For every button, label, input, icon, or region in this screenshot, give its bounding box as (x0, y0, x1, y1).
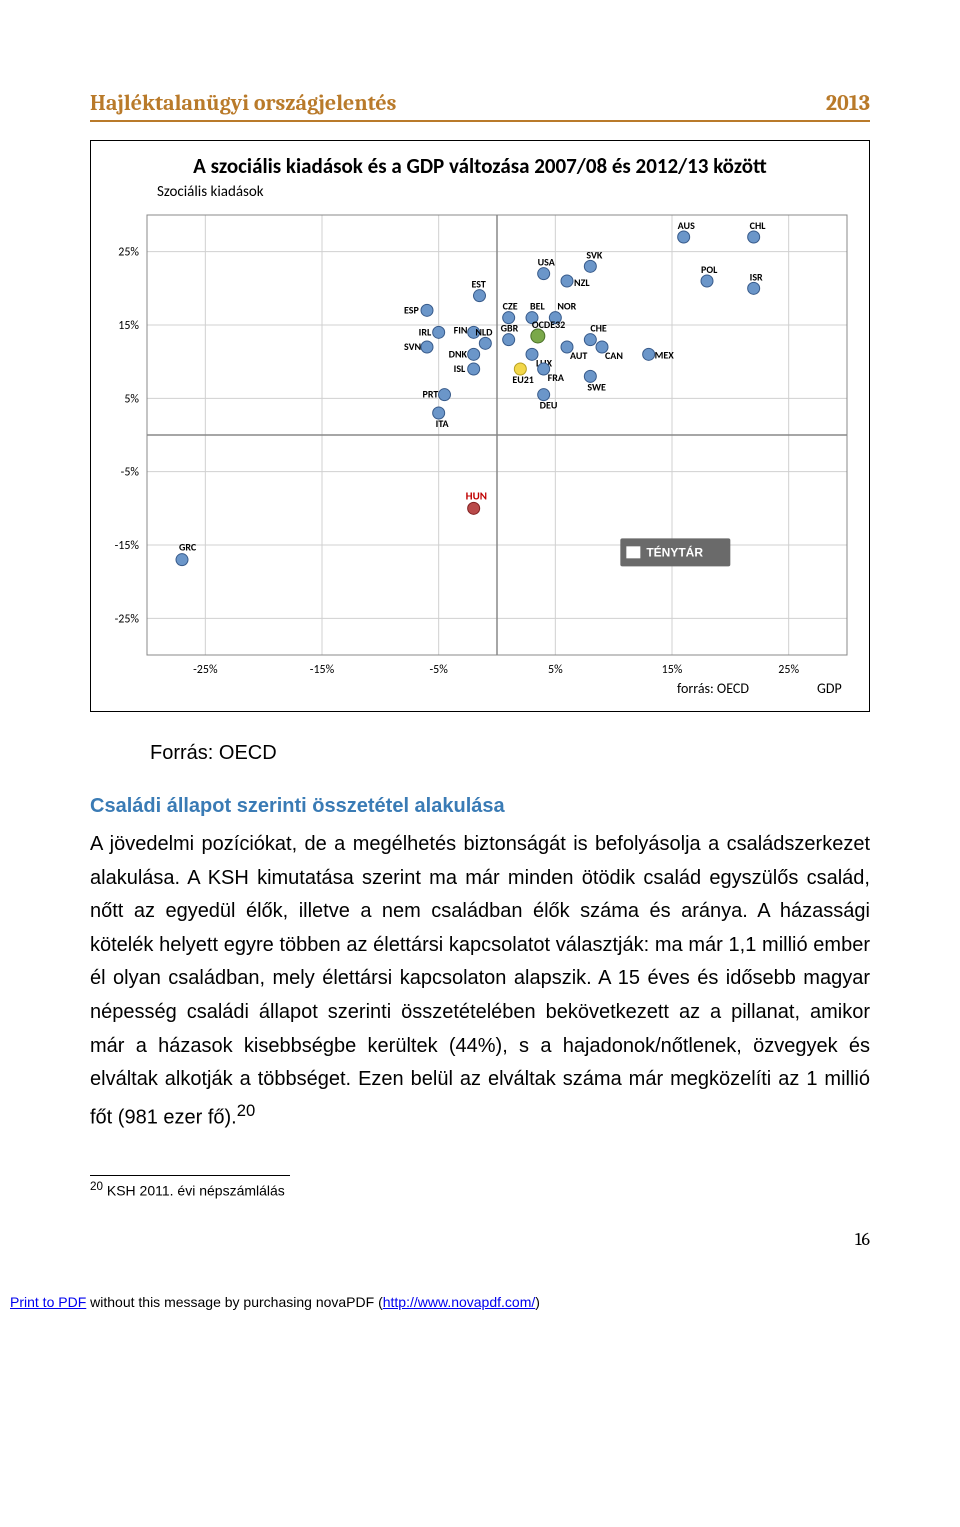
data-point-aus (678, 231, 690, 243)
svg-text:15%: 15% (662, 663, 683, 677)
point-label-irl: IRL (419, 325, 432, 338)
data-point-che (584, 334, 596, 346)
point-label-can: CAN (605, 349, 623, 362)
data-point-esp (421, 304, 433, 316)
footnote-number: 20 (90, 1180, 103, 1193)
data-point-irl (433, 326, 445, 338)
point-label-swe: SWE (587, 380, 606, 393)
header-year: 2013 (826, 90, 870, 116)
footnote-ref: 20 (237, 1101, 256, 1120)
svg-text:-5%: -5% (429, 663, 448, 677)
point-label-nld: NLD (475, 325, 493, 338)
svg-text:-25%: -25% (193, 663, 218, 677)
data-point-cze (503, 312, 515, 324)
data-point-grc (176, 554, 188, 566)
page-header: Hajléktalanügyi országjelentés 2013 (90, 90, 870, 122)
body-paragraph: A jövedelmi pozíciókat, de a megélhetés … (90, 828, 870, 1135)
data-point-usa (538, 268, 550, 280)
point-label-pol: POL (701, 263, 718, 276)
svg-text:forrás: OECD: forrás: OECD (677, 680, 749, 697)
header-title: Hajléktalanügyi országjelentés (90, 90, 396, 116)
section-heading: Családi állapot szerinti összetétel alak… (90, 795, 870, 818)
point-label-dnk: DNK (449, 347, 468, 360)
point-label-aus: AUS (678, 219, 695, 232)
data-point-isl (468, 363, 480, 375)
data-point-svk (584, 260, 596, 272)
chart-y-axis-label: Szociális kiadások (157, 183, 863, 201)
svg-text:-15%: -15% (115, 539, 140, 553)
point-label-usa: USA (538, 256, 556, 269)
svg-text:25%: 25% (778, 663, 799, 677)
svg-text:-5%: -5% (121, 466, 140, 480)
novapdf-link[interactable]: http://www.novapdf.com/ (383, 1294, 536, 1310)
point-label-esp: ESP (404, 303, 420, 316)
data-point-est (474, 290, 486, 302)
point-label-nor: NOR (557, 300, 576, 313)
point-label-hun: HUN (466, 489, 487, 502)
point-label-ocde32: OCDE32 (532, 318, 565, 331)
chart-container: A szociális kiadások és a GDP változása … (90, 140, 870, 712)
data-point-chl (748, 231, 760, 243)
point-label-eu21: EU21 (512, 373, 534, 386)
data-point-pol (701, 275, 713, 287)
page-number: 16 (90, 1229, 870, 1250)
data-point-nzl (561, 275, 573, 287)
data-point-ocde32 (531, 329, 545, 343)
svg-text:-25%: -25% (115, 612, 140, 626)
svg-text:5%: 5% (548, 663, 563, 677)
point-label-mex: MEX (655, 348, 675, 361)
data-point-nld (479, 337, 491, 349)
print-to-pdf-link[interactable]: Print to PDF (10, 1294, 86, 1310)
chart-caption: Forrás: OECD (150, 742, 870, 765)
paragraph-text: A jövedelmi pozíciókat, de a megélhetés … (90, 833, 870, 1128)
data-point-mex (643, 348, 655, 360)
point-label-deu: DEU (540, 399, 558, 412)
point-label-chl: CHL (750, 219, 767, 232)
point-label-fin: FIN (454, 323, 468, 336)
point-label-grc: GRC (179, 541, 197, 554)
point-label-ita: ITA (436, 417, 450, 430)
footer-middle: without this message by purchasing novaP… (86, 1294, 382, 1310)
data-point-svn (421, 341, 433, 353)
point-label-aut: AUT (570, 349, 587, 362)
data-point-hun (468, 502, 480, 514)
data-point-gbr (503, 334, 515, 346)
pdf-footer: Print to PDF without this message by pur… (0, 1290, 960, 1320)
data-point-dnk (468, 348, 480, 360)
scatter-chart: -25% -25% -15% -15% -5% -5% 5% 5% 15% 15% 25% 25% TÉ… (97, 205, 867, 705)
data-point-isr (748, 282, 760, 294)
point-label-svk: SVK (586, 248, 603, 261)
svg-text:-15%: -15% (310, 663, 335, 677)
svg-text:TÉNYTÁR: TÉNYTÁR (646, 544, 703, 559)
point-label-svn: SVN (404, 340, 421, 353)
point-label-nzl: NZL (574, 276, 590, 289)
point-label-isl: ISL (454, 362, 466, 375)
point-label-est: EST (472, 278, 486, 291)
svg-text:5%: 5% (124, 392, 139, 406)
svg-text:GDP: GDP (817, 680, 842, 697)
point-label-prt: PRT (423, 388, 439, 401)
footnote-text: KSH 2011. évi népszámlálás (107, 1183, 285, 1199)
footnote-divider (90, 1175, 290, 1176)
point-label-che: CHE (590, 322, 607, 335)
data-point-prt (439, 389, 451, 401)
chart-title: A szociális kiadások és a GDP változása … (97, 153, 863, 179)
point-label-isr: ISR (750, 270, 763, 283)
point-label-cze: CZE (503, 300, 518, 313)
footnote: 20 KSH 2011. évi népszámlálás (90, 1180, 870, 1199)
point-label-bel: BEL (530, 300, 545, 313)
footer-suffix: ) (535, 1294, 540, 1310)
svg-text:15%: 15% (118, 319, 139, 333)
svg-text:25%: 25% (118, 246, 139, 260)
point-label-fra: FRA (548, 371, 565, 384)
